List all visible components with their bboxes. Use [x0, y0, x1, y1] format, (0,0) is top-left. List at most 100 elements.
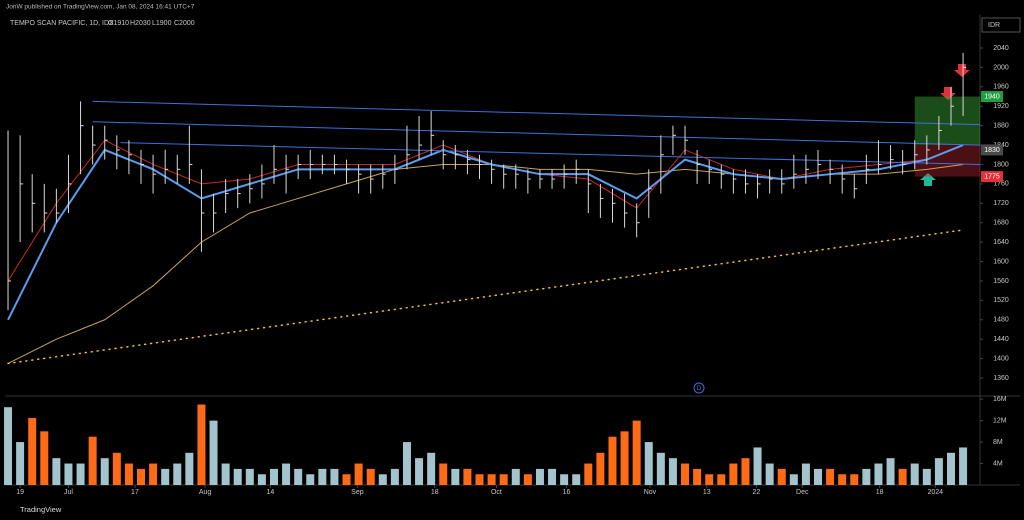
y-tick-label: 8M — [993, 439, 1003, 446]
y-tick-label: 1360 — [993, 375, 1009, 382]
volume-bar — [318, 468, 327, 485]
volume-bar — [886, 458, 895, 485]
x-tick-label: 18 — [431, 489, 439, 496]
price-tag-label: 1775 — [984, 173, 1000, 180]
x-tick-label: Dec — [796, 489, 809, 496]
y-tick-label: 1800 — [993, 161, 1009, 168]
y-tick-label: 1400 — [993, 355, 1009, 362]
volume-bar — [124, 463, 133, 485]
y-tick-label: 1480 — [993, 317, 1009, 324]
volume-bar — [173, 463, 182, 485]
volume-bar — [294, 468, 303, 485]
volume-bar — [402, 442, 411, 485]
y-tick-label: 2000 — [993, 64, 1009, 71]
volume-bar — [922, 468, 931, 485]
volume-bar — [415, 458, 424, 485]
y-tick-label: 1760 — [993, 181, 1009, 188]
y-tick-label: 1520 — [993, 297, 1009, 304]
volume-bar — [934, 458, 943, 485]
volume-bar — [656, 452, 665, 485]
volume-bar — [535, 468, 544, 485]
ohlc-legend: O1910 H2030 L1900 C2000 — [108, 20, 195, 27]
volume-bar — [862, 468, 871, 485]
volume-bar — [185, 452, 194, 485]
ohlc-label: O1910 — [108, 20, 129, 27]
x-tick-label: 19 — [16, 489, 24, 496]
volume-bar — [644, 442, 653, 485]
volume-bar — [777, 468, 786, 485]
volume-bar — [717, 474, 726, 485]
trend-line — [120, 142, 981, 165]
volume-bar — [523, 474, 532, 485]
header: JonW published on TradingView.com, Jan 0… — [6, 4, 195, 11]
volume-bar — [959, 447, 968, 485]
x-tick-label: 17 — [131, 489, 139, 496]
volume-bar — [850, 474, 859, 485]
sell-arrow — [940, 87, 956, 100]
volume-bar — [814, 468, 823, 485]
volume-bar — [693, 468, 702, 485]
volume-bar — [342, 474, 351, 485]
y-tick-label: 12M — [993, 417, 1007, 424]
volume-bar — [354, 463, 363, 485]
volume-bar — [572, 474, 581, 485]
x-tick-label: 2024 — [927, 489, 943, 496]
volume-bar — [560, 474, 569, 485]
volume-bar — [28, 417, 37, 485]
indicator-line — [7, 229, 964, 365]
volume-bar — [161, 468, 170, 485]
volume-bar — [40, 431, 49, 485]
volume-bar — [801, 463, 810, 485]
volume-bar — [475, 474, 484, 485]
volume-bar — [511, 468, 520, 485]
volume-bar — [390, 468, 399, 485]
ohlc-label: L1900 — [152, 20, 172, 27]
volume-bar — [789, 474, 798, 485]
x-tick-label: Sep — [351, 489, 364, 496]
volume-bar — [282, 463, 291, 485]
x-tick-label: Nov — [644, 489, 657, 496]
dividend-icon[interactable] — [693, 382, 705, 394]
volume-bar — [269, 468, 278, 485]
volume-bar — [149, 463, 158, 485]
ohlc-label: C2000 — [174, 20, 195, 27]
currency: IDR — [988, 22, 1000, 29]
volume-bar — [910, 463, 919, 485]
x-tick-label: 16 — [563, 489, 571, 496]
y-tick-label: 16M — [993, 396, 1007, 403]
price-tag-label: 1940 — [984, 93, 1000, 100]
x-tick-label: 22 — [752, 489, 760, 496]
y-tick-label: 1960 — [993, 84, 1009, 91]
volume-bar — [245, 468, 254, 485]
volume-bar — [874, 463, 883, 485]
volume-bar — [765, 463, 774, 485]
trend-line — [92, 121, 981, 146]
volume-bar — [233, 468, 242, 485]
volume-bar — [306, 474, 315, 485]
volume-bar — [76, 463, 85, 485]
volume-bar — [451, 468, 460, 485]
chart-title: TEMPO SCAN PACIFIC, 1D, IDX — [10, 20, 114, 27]
y-tick-label: 1680 — [993, 220, 1009, 227]
y-tick-label: 1600 — [993, 258, 1009, 265]
price-tag — [981, 171, 1003, 183]
volume-bar — [753, 447, 762, 485]
volume-bar — [729, 463, 738, 485]
volume-bar — [946, 452, 955, 485]
price-tag — [981, 144, 1003, 156]
y-tick-label: 2040 — [993, 45, 1009, 52]
x-tick-label: 13 — [703, 489, 711, 496]
volume-bar — [632, 420, 641, 485]
volume-bar — [596, 452, 605, 485]
volume-bar — [427, 452, 436, 485]
y-tick-label: 1440 — [993, 336, 1009, 343]
trend-line — [92, 100, 981, 126]
volume-bar — [826, 468, 835, 485]
y-tick-label: 1560 — [993, 278, 1009, 285]
volume-bar — [52, 458, 61, 485]
volume-bar — [487, 474, 496, 485]
price-tag — [981, 91, 1003, 103]
price-tag-label: 1830 — [984, 147, 1000, 154]
